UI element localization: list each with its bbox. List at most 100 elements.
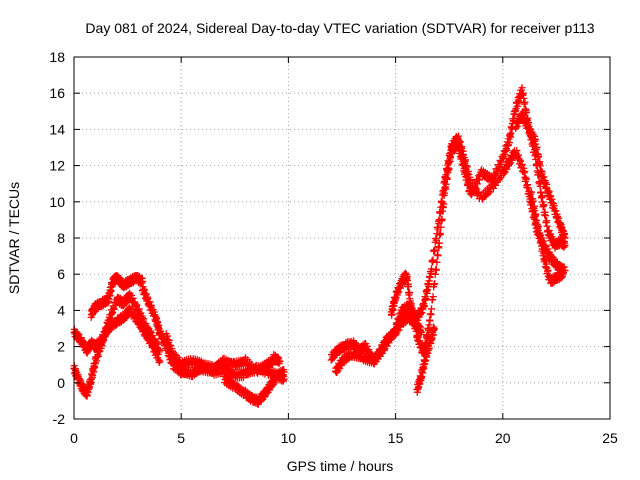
data-point-marker xyxy=(434,251,442,260)
data-point-marker xyxy=(518,160,526,169)
data-point-marker xyxy=(507,129,515,137)
series-track-b xyxy=(70,289,164,400)
x-tick-label: 0 xyxy=(70,430,78,446)
data-point-marker xyxy=(422,294,430,302)
data-point-marker xyxy=(534,152,543,160)
data-point-marker xyxy=(516,157,525,165)
series-track-j xyxy=(387,84,569,357)
y-tick-label: 16 xyxy=(49,85,65,101)
data-point-marker xyxy=(433,258,441,266)
data-point-marker xyxy=(133,301,141,309)
data-point-marker xyxy=(541,256,549,264)
data-point-marker xyxy=(489,176,498,184)
x-tick-label: 10 xyxy=(281,430,297,446)
data-point-marker xyxy=(431,280,439,288)
series-track-g xyxy=(269,351,284,368)
data-point-marker xyxy=(411,318,419,326)
data-point-marker xyxy=(443,175,451,183)
data-point-marker xyxy=(521,98,529,106)
y-tick-label: 6 xyxy=(57,266,65,282)
data-point-marker xyxy=(561,241,569,249)
data-point-marker xyxy=(432,266,440,274)
data-point-marker xyxy=(280,368,288,376)
data-point-marker xyxy=(440,200,448,208)
data-point-marker xyxy=(493,167,502,175)
y-axis-label: SDTVAR / TECUs xyxy=(6,182,22,294)
x-tick-label: 25 xyxy=(602,430,618,446)
data-point-marker xyxy=(538,192,546,200)
data-point-marker xyxy=(423,286,432,294)
data-point-marker xyxy=(518,84,526,92)
data-point-marker xyxy=(430,324,438,333)
series-track-c xyxy=(87,271,147,321)
data-point-marker xyxy=(404,282,413,291)
data-point-marker xyxy=(436,230,445,238)
data-point-marker xyxy=(426,317,434,325)
data-point-marker xyxy=(524,184,532,192)
data-point-marker xyxy=(473,180,481,188)
data-point-marker xyxy=(276,357,284,365)
data-point-marker xyxy=(470,185,478,193)
x-tick-label: 20 xyxy=(495,430,511,446)
data-point-marker xyxy=(533,143,541,151)
data-point-marker xyxy=(536,232,544,240)
data-point-marker xyxy=(431,246,439,255)
data-point-marker xyxy=(437,223,445,231)
y-tick-label: 4 xyxy=(57,302,65,318)
x-tick-label: 15 xyxy=(388,430,404,446)
data-point-marker xyxy=(474,175,482,183)
data-point-marker xyxy=(491,172,500,180)
data-point-marker xyxy=(110,305,118,313)
data-point-marker xyxy=(532,210,540,218)
data-point-marker xyxy=(427,305,436,313)
data-point-marker xyxy=(471,183,479,192)
data-point-marker xyxy=(540,201,548,209)
data-point-marker xyxy=(445,165,453,173)
y-tick-label: 18 xyxy=(49,49,65,65)
data-point-marker xyxy=(486,188,494,196)
series-track-m xyxy=(527,188,567,287)
data-point-marker xyxy=(429,293,437,301)
data-point-marker xyxy=(409,308,417,317)
data-point-marker xyxy=(559,270,567,278)
data-point-marker xyxy=(167,342,175,350)
series-track-k xyxy=(413,323,438,396)
y-tick-label: 8 xyxy=(57,230,65,246)
data-point-marker xyxy=(126,304,134,312)
data-point-marker xyxy=(380,346,388,355)
data-point-marker xyxy=(541,212,550,220)
data-points xyxy=(70,84,569,408)
data-point-marker xyxy=(438,215,446,223)
data-point-marker xyxy=(527,188,536,196)
y-tick-label: 2 xyxy=(57,339,65,355)
data-point-marker xyxy=(417,328,425,336)
data-point-marker xyxy=(561,234,569,242)
data-point-marker xyxy=(529,197,537,205)
data-point-marker xyxy=(463,174,471,182)
data-point-marker xyxy=(446,153,455,162)
data-point-marker xyxy=(536,182,544,190)
data-point-marker xyxy=(420,302,428,310)
series-track-f xyxy=(220,366,288,408)
y-tick-label: 12 xyxy=(49,158,65,174)
y-tick-label: 14 xyxy=(49,121,65,137)
series-track-e xyxy=(162,330,277,377)
chart-title: Day 081 of 2024, Sidereal Day-to-day VTE… xyxy=(85,20,594,36)
data-point-marker xyxy=(536,162,544,170)
data-point-marker xyxy=(442,180,450,188)
data-point-marker xyxy=(456,146,464,154)
data-point-marker xyxy=(156,346,164,354)
data-point-marker xyxy=(156,357,164,365)
y-tick-label: 10 xyxy=(49,194,65,210)
data-point-marker xyxy=(505,139,513,147)
data-point-marker xyxy=(522,175,530,183)
x-axis-label: GPS time / hours xyxy=(287,458,394,474)
x-tick-label: 5 xyxy=(177,430,185,446)
data-point-marker xyxy=(534,223,542,231)
series-track-l xyxy=(512,109,569,242)
data-point-marker xyxy=(101,331,109,339)
data-point-marker xyxy=(435,239,443,247)
